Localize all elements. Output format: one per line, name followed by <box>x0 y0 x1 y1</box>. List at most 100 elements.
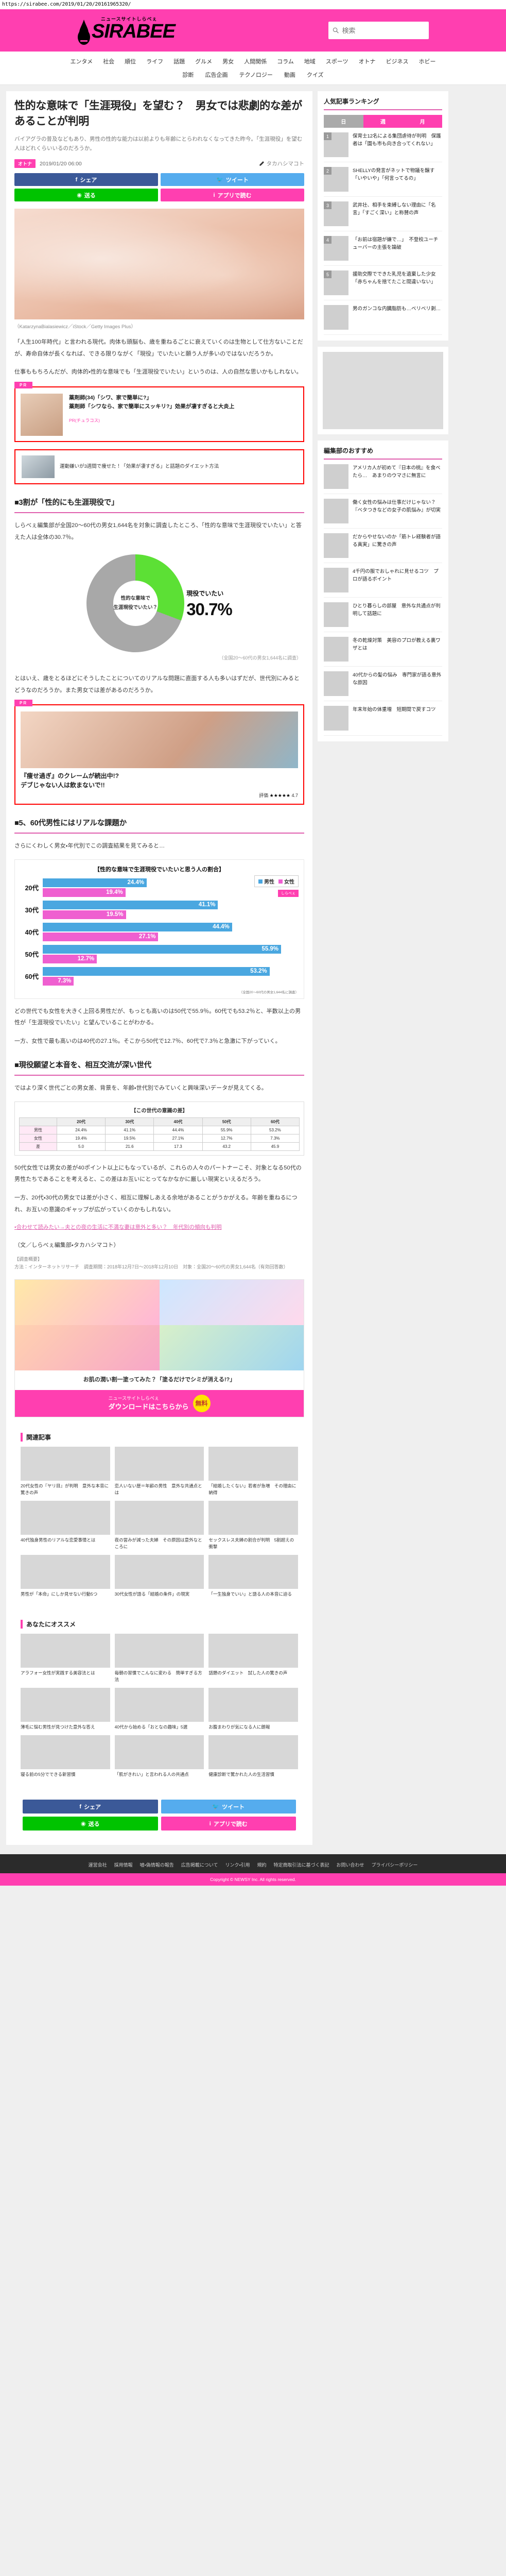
editors-item[interactable]: 働く女性の悩みは仕事だけじゃない？ 『ベタつきなどの女子の肌悩み』が切実 <box>324 494 442 529</box>
footer-link[interactable]: プライバシーポリシー <box>371 1862 418 1868</box>
diet-ad-box[interactable]: PR 『痩せ過ぎ』のクレームが続出中!? デブじゃない人は飲まないで!! 評価 … <box>14 700 304 805</box>
nav-item-オトナ[interactable]: オトナ <box>358 59 376 65</box>
sidebar-ad-box[interactable] <box>318 347 448 434</box>
read-in-app-button[interactable]: i アプリで読む <box>161 189 304 202</box>
editors-thumbnail <box>324 602 348 627</box>
related-item[interactable]: 30代女性が語る「結婚の条件」の現実 <box>114 1555 204 1598</box>
share-facebook-button[interactable]: f シェア <box>14 173 158 187</box>
share-line-button-bottom[interactable]: ◉ 送る <box>23 1817 158 1831</box>
related-item[interactable]: アラフォー女性が実践する美容法とは <box>21 1633 110 1683</box>
ranking-tab-週[interactable]: 週 <box>363 115 403 128</box>
related-item[interactable]: 「一生独身でいい」と語る人の本音に迫る <box>208 1555 298 1598</box>
ranking-item[interactable]: 1 保育士12名による集団虐待が判明 保護者は「園も市も向き合ってくれない」 <box>324 128 442 162</box>
highlight-ad-box[interactable]: 運動嫌いが3週間で痩せた！「効果が凄すぎる」と話題のダイエット方法 <box>14 449 304 485</box>
footer-link[interactable]: リンク・引用 <box>225 1862 250 1868</box>
search-box[interactable] <box>328 22 429 39</box>
nav-item-エンタメ[interactable]: エンタメ <box>70 59 93 65</box>
share-twitter-button-bottom[interactable]: 🐦 ツイート <box>161 1800 296 1814</box>
footer-link[interactable]: 採用情報 <box>114 1862 133 1868</box>
footer-link[interactable]: お問い合わせ <box>336 1862 364 1868</box>
editors-item[interactable]: 4千円の服でおしゃれに見せるコツ プロが語るポイント <box>324 563 442 598</box>
diet-ad-rating: 評価 ★★★★★ 4.7 <box>21 792 298 799</box>
nav-item-スポーツ[interactable]: スポーツ <box>325 59 348 65</box>
related-item[interactable]: お腹まわりが気になる人に朗報 <box>208 1688 298 1731</box>
app-download-button[interactable]: ニュースサイトしらべぇ ダウンロードはこちらから 無料 <box>15 1389 304 1417</box>
editors-item[interactable]: だからやせないのか「筋トレ経験者が語る真実」に驚きの声 <box>324 529 442 563</box>
nav-item-地域[interactable]: 地域 <box>304 59 316 65</box>
related-item[interactable]: 40代独身男性のリアルな恋愛事情とは <box>21 1501 110 1550</box>
paragraph: とはいえ、歳をとるほどにそうしたことについてのリアルな問題に直面する人も多いはず… <box>14 675 300 693</box>
editors-item[interactable]: 40代からの髪の悩み 専門家が語る意外な原因 <box>324 667 442 701</box>
nav-item-広告企画[interactable]: 広告企画 <box>205 72 228 78</box>
pr-ad-box[interactable]: PR 薬剤師(34)「シワ、家で簡単に?」 薬剤師「シワなら、家で簡単にスッキリ… <box>14 382 304 443</box>
ranking-item[interactable]: 男のガンコな内臓脂肪も…ベリベリ剥… <box>324 300 442 335</box>
related-item[interactable]: 40代から始める「おとなの趣味」5選 <box>114 1688 204 1731</box>
nav-item-コラム[interactable]: コラム <box>277 59 294 65</box>
related-item[interactable]: セックスレス夫婦の割合が判明 5割超えの衝撃 <box>208 1501 298 1550</box>
related-item[interactable]: 話題のダイエット 試した人の驚きの声 <box>208 1633 298 1683</box>
app-promo-sub: ニュースサイトしらべぇ <box>108 1396 160 1401</box>
line-icon: ◉ <box>80 1821 86 1827</box>
nav-item-テクノロジー[interactable]: テクノロジー <box>239 72 273 78</box>
related-item[interactable]: 寝る前の5分でできる新習慣 <box>21 1735 110 1778</box>
site-logo[interactable]: ニュースサイトしらべぇ SIRABEE <box>77 15 185 45</box>
related-item[interactable]: 毎朝の習慣でこんなに変わる 簡単すぎる方法 <box>114 1633 204 1683</box>
related-item[interactable]: 男性が「本命」にしか見せない行動5つ <box>21 1555 110 1598</box>
app-promo-image-3 <box>15 1325 160 1371</box>
nav-item-男女[interactable]: 男女 <box>222 59 234 65</box>
related-inline-link[interactable]: ・合わせて読みたい→夫との夜の生活に不満な妻は意外と多い？ 年代別の傾向も判明 <box>14 1223 304 1233</box>
editors-title: 年末年始の体重増 短期間で戻すコツ <box>353 707 436 713</box>
ranking-thumbnail: 2 <box>324 167 348 192</box>
nav-item-ホビー[interactable]: ホビー <box>418 59 436 65</box>
ranking-item[interactable]: 4 「お前は宿題が嫌で…」 不登校ユーチューバーの主張を論破 <box>324 231 442 266</box>
editors-item[interactable]: 冬の乾燥対策 美容のプロが教える裏ワザとは <box>324 632 442 667</box>
bar-chart-row: 20代 24.4% 19.4% <box>20 878 299 897</box>
related-title: 30代女性が語る「結婚の条件」の現実 <box>114 1591 190 1597</box>
share-twitter-button[interactable]: 🐦 ツイート <box>161 173 304 187</box>
related-item[interactable]: 恋人いない歴＝年齢の男性 意外な共通点とは <box>114 1446 204 1496</box>
nav-item-診断[interactable]: 診断 <box>182 72 194 78</box>
bar-chart-row: 50代 55.9% 12.7% <box>20 944 299 963</box>
search-input[interactable] <box>342 26 425 35</box>
editors-item[interactable]: 年末年始の体重増 短期間で戻すコツ <box>324 701 442 736</box>
editors-item[interactable]: ひとり暮らしの部屋 意外な共通点が判明して話題に <box>324 598 442 632</box>
nav-item-ビジネス[interactable]: ビジネス <box>386 59 409 65</box>
category-badge[interactable]: オトナ <box>14 159 36 168</box>
share-facebook-button-bottom[interactable]: f シェア <box>23 1800 158 1814</box>
nav-item-順位[interactable]: 順位 <box>125 59 136 65</box>
ranking-item[interactable]: 3 武井壮、相手を束縛しない理由に「名言」「すごく深い」と称賛の声 <box>324 197 442 231</box>
share-line-button[interactable]: ◉ 送る <box>14 189 158 202</box>
nav-item-人間関係[interactable]: 人間関係 <box>244 59 267 65</box>
related-item[interactable]: 「肌がきれい」と言われる人の共通点 <box>114 1735 204 1778</box>
ranking-heading: 人気記事ランキング <box>324 97 442 110</box>
donut-center-label: 性的な意味で 生涯現役でいたい？ <box>113 581 158 626</box>
related-item[interactable]: 「結婚したくない」若者が急増 その理由に納得 <box>208 1446 298 1496</box>
related-item[interactable]: 20代女性の『ヤリ目』が判明 意外な本音に驚きの声 <box>21 1446 110 1496</box>
ranking-item[interactable]: 2 SHELLYの発言がネットで物議を醸す 「いやいや」「何言ってるの」 <box>324 162 442 197</box>
related-item[interactable]: 夜の営みが減った夫婦 その原因は意外なところに <box>114 1501 204 1550</box>
nav-item-話題[interactable]: 話題 <box>173 59 185 65</box>
browser-url-bar[interactable]: https://sirabee.com/2019/01/20/201619653… <box>0 0 506 9</box>
app-promo-box[interactable]: お肌の潤い割一塗ってみた？「塗るだけでシミが消える!?」 ニュースサイトしらべぇ… <box>14 1279 304 1417</box>
nav-item-ライフ[interactable]: ライフ <box>146 59 164 65</box>
editors-item[interactable]: アメリカ人が初めて『日本の桃』を食べたら… あまりのウマさに無言に <box>324 460 442 494</box>
related-item[interactable]: 健康診断で驚かれた人の生活習慣 <box>208 1735 298 1778</box>
ranking-tab-日[interactable]: 日 <box>324 115 363 128</box>
footer-links: 運営会社 採用情報 嘘・偽情報の報告 広告掲載について リンク・引用 規約 特定商取引法に基… <box>0 1861 506 1868</box>
read-in-app-button-bottom[interactable]: i アプリで読む <box>161 1817 296 1831</box>
nav-item-社会[interactable]: 社会 <box>103 59 115 65</box>
footer-link[interactable]: 運営会社 <box>88 1862 107 1868</box>
nav-item-グルメ[interactable]: グルメ <box>195 59 213 65</box>
ranking-tab-月[interactable]: 月 <box>403 115 443 128</box>
related-inline-link-text[interactable]: ・合わせて読みたい→夫との夜の生活に不満な妻は意外と多い？ 年代別の傾向も判明 <box>14 1224 222 1231</box>
footer-link[interactable]: 特定商取引法に基づく表記 <box>273 1862 329 1868</box>
ranking-item[interactable]: 5 援助交際でできた乳児を遺棄した少女 「赤ちゃんを捨てたこと間違いない」 <box>324 266 442 300</box>
sidebar-ad-image <box>323 352 443 429</box>
nav-item-動画[interactable]: 動画 <box>284 72 295 78</box>
nav-item-クイズ[interactable]: クイズ <box>306 72 324 78</box>
footer-link[interactable]: 規約 <box>257 1862 267 1868</box>
footer-link[interactable]: 嘘・偽情報の報告 <box>139 1862 174 1868</box>
related-item[interactable]: 薄毛に悩む男性が見つけた意外な答え <box>21 1688 110 1731</box>
related-title: 40代独身男性のリアルな恋愛事情とは <box>21 1537 96 1543</box>
footer-link[interactable]: 広告掲載について <box>181 1862 218 1868</box>
